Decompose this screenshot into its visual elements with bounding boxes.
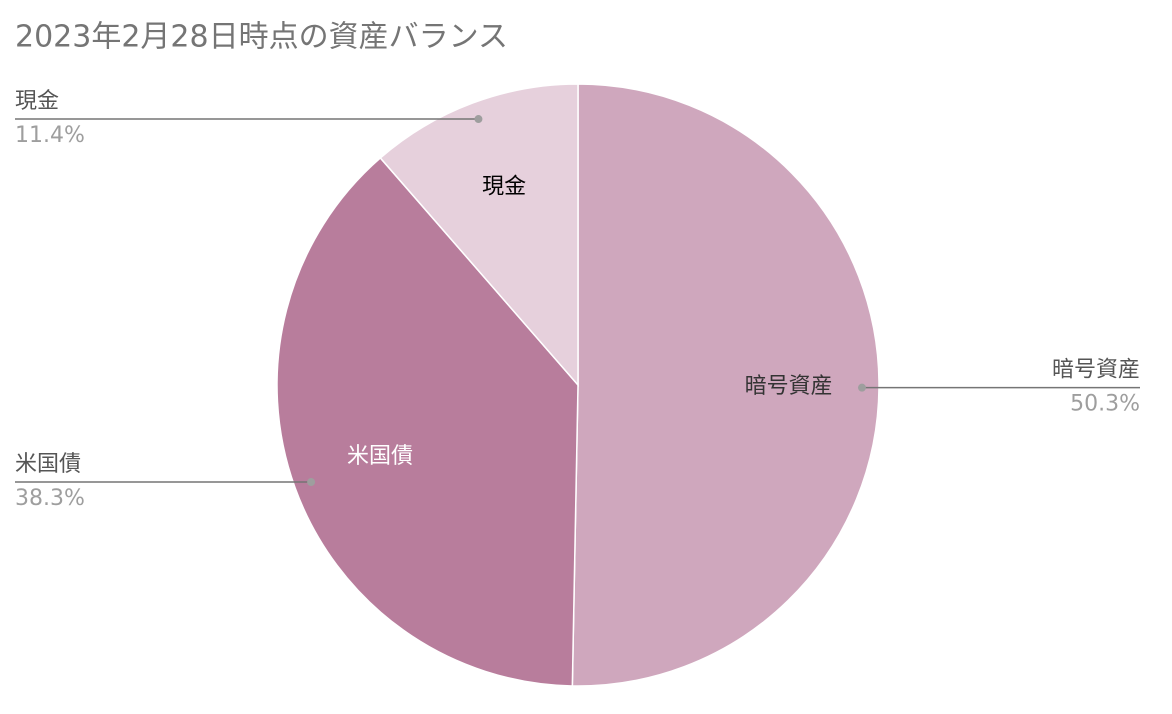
legend-label: 暗号資産 (1052, 358, 1140, 383)
leader-dot (307, 478, 316, 487)
value-label: 50.3% (1070, 392, 1140, 417)
leader-dot (474, 115, 483, 124)
pie-slice (276, 156, 579, 687)
pie-slice (379, 83, 579, 388)
legend-label: 現金 (15, 89, 59, 114)
value-label: 38.3% (15, 486, 85, 511)
leader-dot (857, 383, 866, 392)
legend-label: 米国債 (15, 452, 81, 477)
slice-label: 米国債 (347, 444, 413, 469)
pie-slice (571, 83, 880, 687)
value-label: 11.4% (15, 123, 85, 148)
chart-title: 2023年2月28日時点の資産バランス (15, 20, 508, 55)
slice-label: 現金 (482, 175, 526, 200)
slice-label: 暗号資産 (745, 374, 833, 399)
